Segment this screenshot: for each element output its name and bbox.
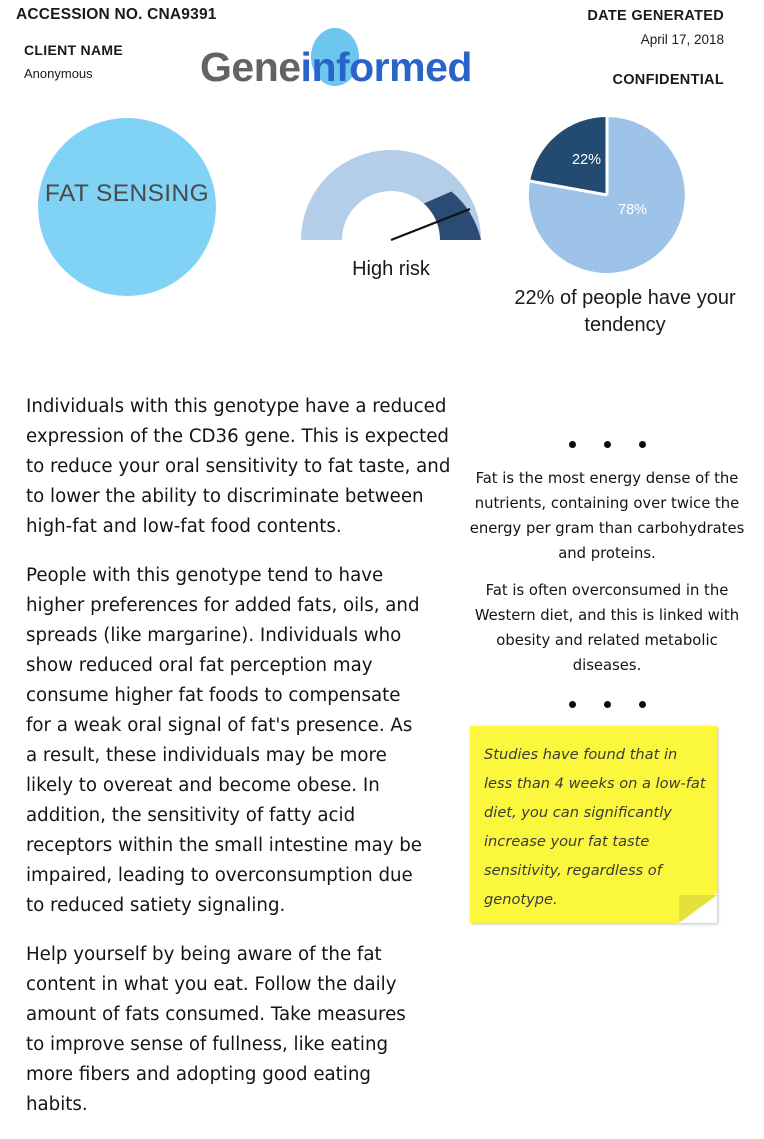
- confidential-badge: CONFIDENTIAL: [612, 72, 724, 88]
- main-description: Individuals with this genotype have a re…: [26, 392, 456, 1139]
- risk-gauge-svg: [301, 150, 481, 242]
- logo-wordmark: Geneinformed: [200, 44, 544, 92]
- pie-label-78: 78%: [618, 202, 648, 218]
- fact-sidebar: Fat is the most energy dense of the nutr…: [466, 430, 748, 718]
- dot-separator-bottom: [466, 690, 748, 718]
- risk-level-label: High risk: [352, 258, 430, 280]
- sidebar-fact-1: Fat is the most energy dense of the nutr…: [469, 470, 745, 562]
- separator-dot-icon: [603, 700, 611, 708]
- sticky-note-body: [470, 726, 717, 923]
- summary-graphics: FAT SENSING High risk 22% 78% 22% of peo…: [0, 110, 764, 360]
- pie-divider-left: [529, 179, 608, 197]
- population-pie-svg: [528, 116, 685, 273]
- separator-dot-icon: [638, 700, 646, 708]
- date-generated-value: April 17, 2018: [640, 32, 724, 47]
- date-generated-label: DATE GENERATED: [587, 8, 724, 24]
- trait-name: FAT SENSING: [44, 180, 210, 207]
- population-pie-chart: 22% 78%: [522, 110, 702, 280]
- accession-number: ACCESSION NO. CNA9391: [16, 6, 217, 23]
- separator-dot-icon: [603, 440, 611, 448]
- client-name-label: CLIENT NAME: [24, 42, 123, 58]
- report-header: ACCESSION NO. CNA9391 CLIENT NAME Anonym…: [0, 0, 764, 110]
- paragraph-2: People with this genotype tend to have h…: [26, 565, 422, 916]
- risk-gauge-chart: [296, 128, 486, 288]
- sticky-note: Studies have found that in less than 4 w…: [470, 726, 717, 923]
- sticky-note-text: Studies have found that in less than 4 w…: [484, 746, 706, 908]
- logo-text-informed: informed: [300, 44, 473, 90]
- separator-dot-icon: [568, 440, 576, 448]
- logo-text-gene: Gene: [200, 44, 301, 90]
- separator-dot-icon: [568, 700, 576, 708]
- client-name-value: Anonymous: [24, 66, 93, 81]
- gauge-needle: [390, 207, 471, 242]
- separator-dot-icon: [638, 440, 646, 448]
- paragraph-3: Help yourself by being aware of the fat …: [26, 944, 406, 1115]
- dot-separator-top: [466, 430, 748, 458]
- trait-circle-badge: [38, 118, 216, 296]
- pie-slice-your-tendency: [530, 116, 607, 195]
- logo-circle-icon: [311, 28, 359, 86]
- pie-label-22: 22%: [572, 152, 602, 168]
- sidebar-fact-2: Fat is often overconsumed in the Western…: [474, 582, 740, 674]
- sticky-note-fold-icon: [679, 895, 717, 923]
- pie-caption: 22% of people have your tendency: [514, 287, 736, 336]
- paragraph-1: Individuals with this genotype have a re…: [26, 396, 451, 537]
- geneinformed-logo: Geneinformed: [200, 28, 544, 92]
